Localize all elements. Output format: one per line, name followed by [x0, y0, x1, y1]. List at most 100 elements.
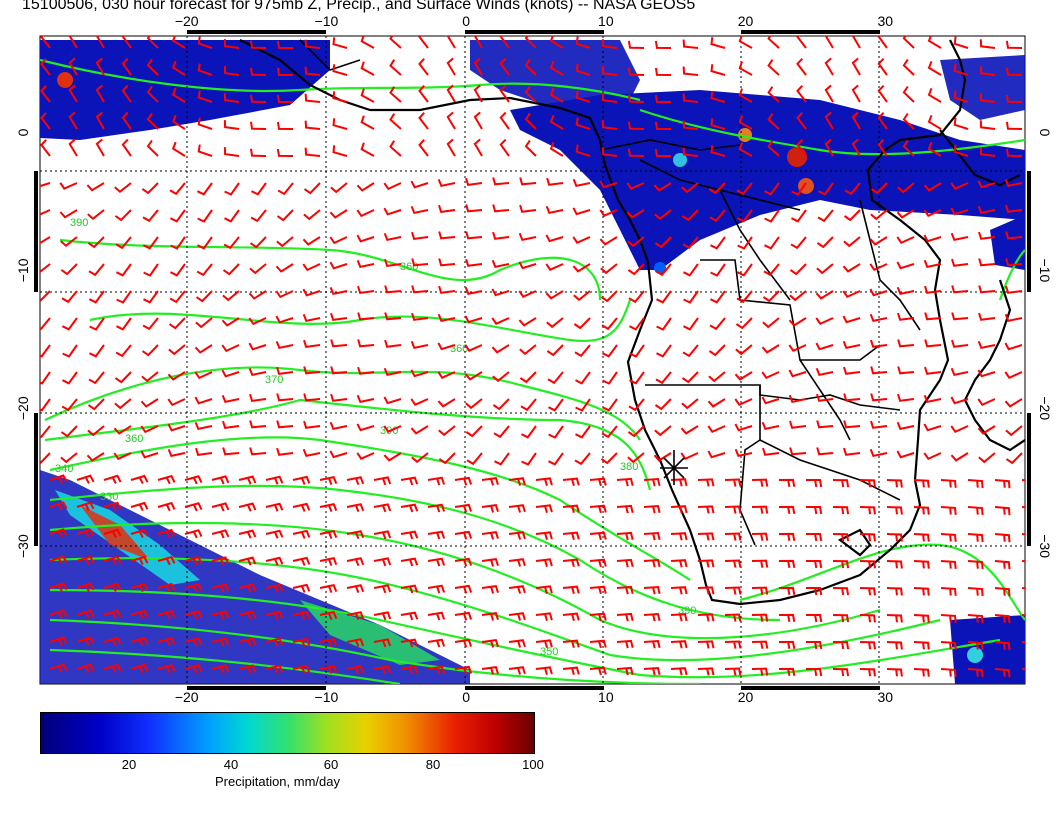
wind-barb — [599, 236, 618, 246]
wind-barb — [1005, 148, 1023, 157]
wind-barb — [896, 236, 915, 245]
wind-barb — [654, 425, 672, 437]
wind-barb — [886, 560, 903, 569]
wind-barb — [171, 87, 186, 103]
wind-barb — [548, 425, 564, 439]
axis-tick-label: −30 — [1037, 534, 1053, 558]
wind-barb — [492, 398, 510, 411]
wind-barb — [951, 285, 969, 294]
wind-barb — [737, 236, 753, 250]
wind-barb — [683, 317, 699, 331]
wind-barb — [438, 285, 456, 294]
wind-barb — [796, 112, 807, 130]
wind-barb — [356, 423, 375, 432]
wind-barb — [319, 502, 338, 512]
wind-barb — [950, 182, 969, 191]
wind-barb — [508, 504, 526, 513]
wind-barb — [115, 236, 132, 250]
wind-barb — [319, 610, 338, 620]
wind-barb — [168, 317, 186, 330]
wind-barb — [508, 531, 526, 540]
wind-barb — [518, 290, 537, 298]
wind-barb — [927, 87, 942, 103]
wind-barb — [575, 117, 591, 130]
wind-barb — [902, 58, 915, 76]
wind-barb — [40, 263, 51, 274]
wind-barb — [223, 147, 240, 157]
country-borders — [299, 39, 921, 546]
wind-barb — [373, 530, 392, 540]
wind-barb — [275, 290, 294, 299]
wind-barb — [877, 36, 888, 49]
wind-barb — [319, 664, 338, 674]
wind-barb — [95, 138, 105, 157]
wind-barb — [427, 584, 446, 594]
wind-barb — [481, 584, 499, 594]
wind-barb — [734, 448, 753, 457]
wind-barb — [923, 452, 942, 461]
wind-barb — [492, 231, 510, 240]
wind-barb — [643, 639, 661, 649]
wind-barb — [222, 420, 240, 430]
contour-label: 350 — [540, 646, 558, 658]
wind-barb — [170, 263, 186, 277]
wind-barb — [473, 138, 483, 157]
wind-barb — [130, 555, 149, 566]
wind-barb — [410, 398, 429, 406]
wind-barb — [373, 557, 392, 567]
wind-barb — [249, 236, 267, 249]
wind-barb — [589, 585, 607, 595]
wind-barb — [670, 586, 688, 595]
wind-barb — [897, 339, 915, 348]
wind-barb — [249, 263, 267, 275]
wind-barb — [508, 558, 526, 567]
wind-barb — [59, 182, 78, 190]
wind-barb — [40, 236, 51, 245]
wind-barb — [518, 232, 537, 241]
axis-tick-label: −20 — [15, 396, 31, 420]
wind-barb — [549, 141, 564, 157]
wind-barb — [197, 144, 213, 157]
wind-barb — [680, 425, 699, 435]
wind-barb — [643, 612, 661, 622]
wind-barb — [626, 209, 645, 219]
wind-barb — [762, 447, 780, 456]
wind-barb — [481, 476, 499, 486]
wind-barb — [924, 312, 942, 321]
wind-barb — [709, 317, 726, 331]
wind-barb — [319, 556, 338, 566]
wind-barb — [602, 371, 618, 385]
wind-barb — [49, 609, 68, 619]
wind-barb — [62, 344, 78, 358]
wind-barb — [913, 533, 930, 542]
wind-barb — [95, 84, 105, 103]
wind-barb — [389, 86, 402, 103]
wind-barb — [697, 559, 715, 568]
wind-barb — [499, 111, 510, 130]
wind-barb — [535, 558, 553, 567]
wind-barb — [238, 529, 257, 539]
wind-barb — [654, 398, 672, 411]
wind-barb — [49, 663, 68, 673]
wind-barb — [545, 205, 564, 214]
wind-barb — [121, 36, 132, 49]
wind-barb — [410, 369, 429, 378]
wind-barb — [464, 315, 483, 324]
wind-barb — [940, 533, 957, 542]
wind-barb — [40, 112, 51, 130]
wind-barb — [373, 503, 392, 513]
wind-barb — [49, 528, 68, 538]
wind-barb — [629, 344, 645, 358]
wind-barb — [332, 64, 348, 76]
wind-barb — [87, 236, 105, 249]
wind-barb — [265, 502, 284, 512]
wind-barb — [40, 209, 51, 216]
wind-barb — [824, 138, 834, 157]
wind-barb — [87, 209, 105, 221]
wind-barb — [330, 182, 348, 194]
wind-barb — [168, 344, 186, 356]
wind-barb — [897, 312, 915, 321]
wind-barb — [438, 425, 456, 437]
wind-barb — [40, 452, 51, 465]
wind-barb — [184, 583, 203, 593]
